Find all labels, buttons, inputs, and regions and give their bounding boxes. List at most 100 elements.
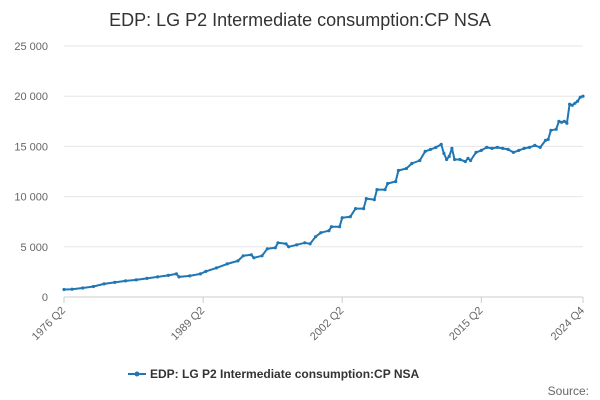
data-point[interactable] [295,243,299,247]
data-point[interactable] [260,254,264,258]
data-point[interactable] [434,145,438,149]
data-point[interactable] [573,101,577,105]
legend[interactable]: EDP: LG P2 Intermediate consumption:CP N… [128,367,419,381]
data-point[interactable] [501,146,505,150]
data-point[interactable] [284,242,288,246]
data-point[interactable] [543,138,548,142]
data-point[interactable] [319,231,323,235]
data-point[interactable] [581,94,585,98]
data-point[interactable] [241,254,245,258]
data-point[interactable] [450,146,454,150]
data-point[interactable] [568,102,572,106]
data-point[interactable] [354,207,358,211]
data-point[interactable] [348,215,352,219]
data-point[interactable] [546,137,550,141]
data-point[interactable] [265,247,269,251]
data-point[interactable] [479,148,483,152]
data-point[interactable] [225,262,229,266]
x-tick-label: 2024 Q4 [549,305,587,343]
data-point[interactable] [428,147,433,151]
data-point[interactable] [578,95,582,99]
data-point[interactable] [123,279,128,283]
data-point[interactable] [327,229,331,233]
data-point[interactable] [204,269,208,273]
data-point[interactable] [517,148,521,152]
data-point[interactable] [423,149,427,153]
data-point[interactable] [458,157,462,162]
data-point[interactable] [252,256,256,260]
source-label: Source: [548,384,589,398]
data-point[interactable] [490,146,494,150]
data-point[interactable] [447,154,451,158]
data-point[interactable] [375,188,379,192]
data-point[interactable] [560,120,564,124]
data-point[interactable] [188,274,192,278]
data-point[interactable] [538,145,542,149]
data-point[interactable] [506,147,510,151]
data-point[interactable] [113,280,117,284]
data-point[interactable] [474,150,478,154]
data-point[interactable] [174,272,178,276]
data-point[interactable] [404,166,408,171]
data-point[interactable] [570,103,574,107]
data-point[interactable] [156,275,160,279]
legend-label: EDP: LG P2 Intermediate consumption:CP N… [150,367,419,381]
data-point[interactable] [453,157,457,162]
data-point[interactable] [442,151,446,155]
data-point[interactable] [364,197,368,201]
data-point[interactable] [554,127,558,131]
data-point[interactable] [134,278,138,282]
data-point[interactable] [576,99,580,103]
grid [64,45,583,248]
data-point[interactable] [495,145,499,149]
data-point[interactable] [562,119,566,123]
data-point[interactable] [308,242,312,246]
data-point[interactable] [527,145,532,149]
data-point[interactable] [249,253,253,257]
data-point[interactable] [340,216,344,220]
data-point[interactable] [91,284,95,289]
data-point[interactable] [439,142,443,146]
data-point[interactable] [549,128,553,132]
data-point[interactable] [410,161,414,166]
data-point[interactable] [102,282,106,286]
data-point[interactable] [469,158,473,163]
data-point[interactable] [287,245,291,249]
data-point[interactable] [362,207,366,211]
data-point[interactable] [533,143,537,147]
y-tick-label: 5 000 [20,242,48,254]
data-point[interactable] [386,181,390,186]
y-tick-label: 10 000 [14,192,48,204]
data-point[interactable] [485,145,489,149]
data-point[interactable] [396,168,400,173]
data-point[interactable] [466,156,470,160]
data-point[interactable] [276,241,280,245]
data-point[interactable] [177,275,181,279]
data-point[interactable] [70,287,74,291]
data-point[interactable] [81,286,85,290]
data-point[interactable] [214,266,219,270]
data-point[interactable] [372,198,376,202]
data-point[interactable] [62,287,66,292]
data-point[interactable] [329,225,334,229]
data-point[interactable] [338,225,342,229]
data-point[interactable] [463,159,467,164]
data-point[interactable] [445,157,449,162]
data-point[interactable] [394,179,398,184]
y-tick-label: 20 000 [14,91,48,103]
data-point[interactable] [145,276,149,280]
data-point[interactable] [313,235,318,239]
data-point[interactable] [383,188,387,192]
data-point[interactable] [236,259,240,263]
data-point[interactable] [303,241,307,245]
data-point[interactable] [273,246,277,250]
x-tick-label: 2002 Q2 [308,305,346,343]
data-point[interactable] [522,146,526,150]
data-point[interactable] [418,158,422,163]
x-tick-label: 2015 Q2 [447,305,485,343]
data-point[interactable] [511,150,515,154]
data-point[interactable] [198,272,202,276]
data-point[interactable] [166,273,170,277]
data-point[interactable] [565,121,569,125]
data-point[interactable] [557,119,561,123]
